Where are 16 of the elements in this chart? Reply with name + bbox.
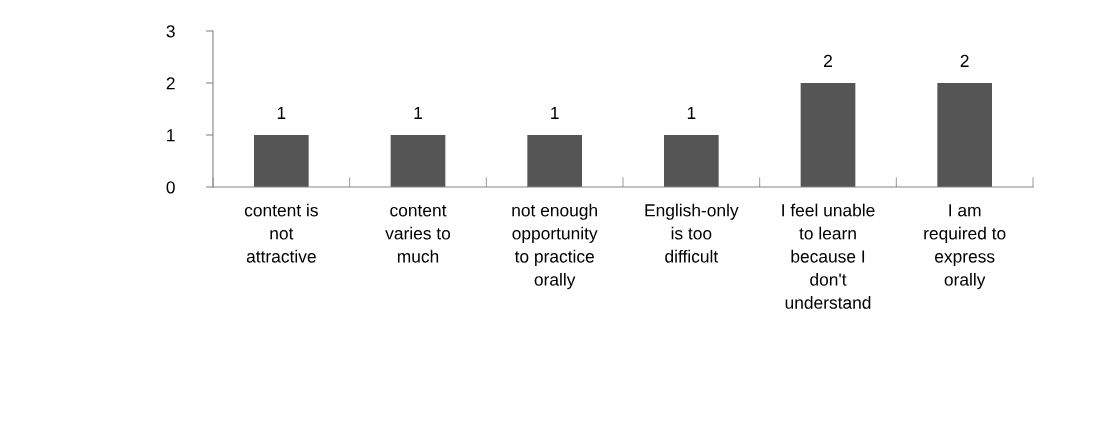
data-label: 2 bbox=[824, 54, 832, 67]
y-tick-label: 2 bbox=[166, 77, 175, 90]
data-label: 1 bbox=[414, 106, 422, 119]
data-label: 2 bbox=[960, 54, 969, 67]
x-tick-label: not enough opportunity to practice orally bbox=[512, 203, 598, 290]
y-tick-label: 0 bbox=[166, 181, 175, 194]
x-tick-label: content varies to much bbox=[385, 205, 451, 263]
x-tick-label: English-only is too difficult bbox=[645, 203, 739, 263]
data-label: 1 bbox=[551, 106, 559, 119]
x-tick-label: I am required to express orally bbox=[924, 204, 1006, 290]
x-tick-label: I feel unable to learn because I don't understand bbox=[782, 203, 875, 309]
x-tick-label: content is not attractive bbox=[244, 203, 318, 263]
y-tick-label: 3 bbox=[166, 25, 175, 38]
data-label: 1 bbox=[687, 106, 696, 119]
data-label: 1 bbox=[277, 106, 286, 119]
y-tick-label: 1 bbox=[167, 129, 175, 142]
